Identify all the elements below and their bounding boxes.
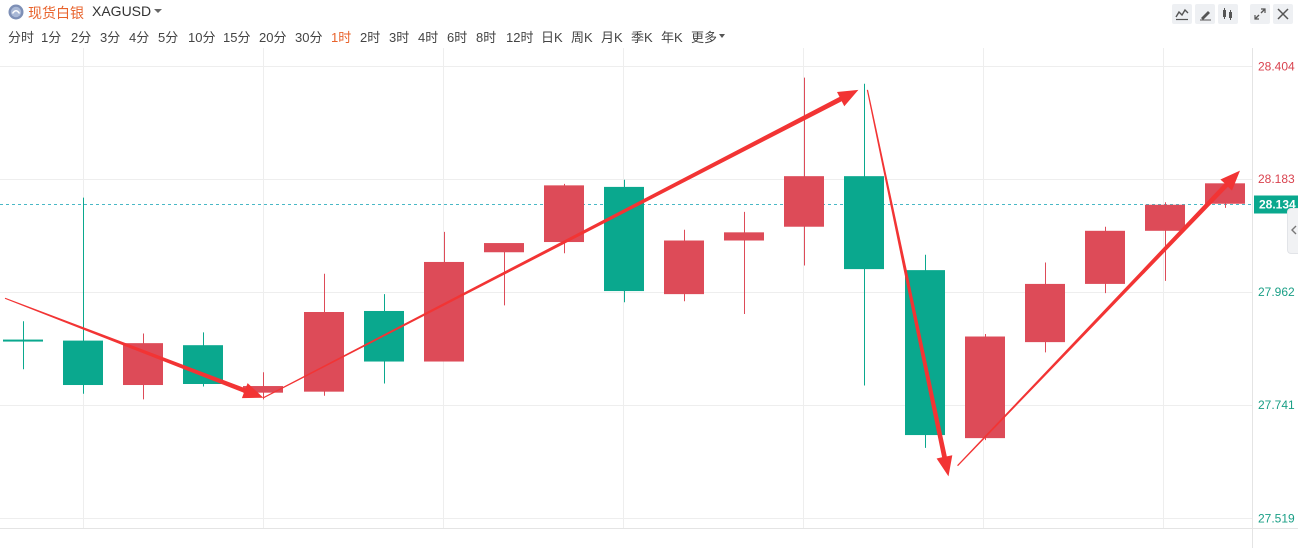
chart-type-icon[interactable] [1172,4,1192,24]
period-tab[interactable]: 15分 [223,30,251,45]
period-tab[interactable]: 日K [541,30,563,45]
period-tab[interactable]: 8时 [476,30,497,45]
chevron-down-icon[interactable] [154,9,162,13]
y-tick-label: 27.741 [1258,398,1295,412]
period-tab[interactable]: 年K [661,30,683,45]
y-tick-label: 28.183 [1258,172,1295,186]
trend-arrow [263,89,859,399]
candle-body[interactable] [1145,204,1185,231]
candle-body[interactable] [123,343,163,386]
period-tab[interactable]: 1时 [331,30,352,45]
draw-icon[interactable] [1195,4,1215,24]
chevron-down-icon[interactable] [719,34,725,38]
period-tab[interactable]: 30分 [295,30,323,45]
y-tick-label: 28.404 [1258,59,1295,73]
period-tab[interactable]: 5分 [158,30,179,45]
period-tab[interactable]: 月K [601,30,623,45]
period-tab[interactable]: 2分 [71,30,92,45]
candle-body[interactable] [1085,230,1125,284]
close-icon[interactable] [1273,4,1293,24]
candle-body[interactable] [484,243,524,253]
trend-arrow [4,297,264,399]
y-tick-label: 27.519 [1258,511,1295,525]
candle-body[interactable] [965,336,1005,439]
period-tab[interactable]: 10分 [188,30,216,45]
candle-body[interactable] [3,339,43,342]
period-tab[interactable]: 分时 [8,30,35,45]
period-tab[interactable]: 6时 [447,30,468,45]
candle-body[interactable] [243,386,283,393]
period-tab[interactable]: 周K [571,30,593,45]
trend-arrow [957,170,1240,467]
chart-header: 现货白银 XAGUSD [0,0,1298,24]
period-tab[interactable]: 3分 [100,30,121,45]
period-tab[interactable]: 3时 [389,30,410,45]
period-tab[interactable]: 4时 [418,30,439,45]
period-tab[interactable]: 12时 [506,30,534,45]
candle-body[interactable] [544,185,584,243]
indicator-icon[interactable] [1218,4,1238,24]
candlestick-chart[interactable]: 28.404 28.183 27.962 27.741 27.519 28.134 [0,48,1298,548]
silver-coin-icon [8,4,24,20]
period-tab[interactable]: 更多 [691,30,718,45]
instrument-title: 现货白银 [28,5,84,21]
side-panel-toggle[interactable] [1287,208,1298,254]
period-tab[interactable]: 4分 [129,30,150,45]
fullscreen-icon[interactable] [1250,4,1270,24]
candle-body[interactable] [844,176,884,270]
chevron-left-icon[interactable] [1290,225,1297,235]
instrument-symbol-selector[interactable]: XAGUSD [92,3,152,19]
period-tab[interactable]: 季K [631,30,653,45]
candle-body[interactable] [1025,283,1065,343]
candle-body[interactable] [724,232,764,241]
period-tabs: 分时 1分 2分 3分 4分 5分 10分 15分 20分 30分 1时 2时 3时 4时 6时 8时 12时日… [0,27,900,45]
candle-body[interactable] [63,340,103,386]
candle-body[interactable] [784,176,824,227]
candle-body[interactable] [304,312,344,392]
period-tab[interactable]: 2时 [360,30,381,45]
period-tab[interactable]: 20分 [259,30,287,45]
y-tick-label: 27.962 [1258,285,1295,299]
trend-arrow [866,89,953,477]
period-tab[interactable]: 1分 [41,30,62,45]
candle-body[interactable] [664,240,704,295]
last-price-label: 28.134 [1259,198,1296,212]
